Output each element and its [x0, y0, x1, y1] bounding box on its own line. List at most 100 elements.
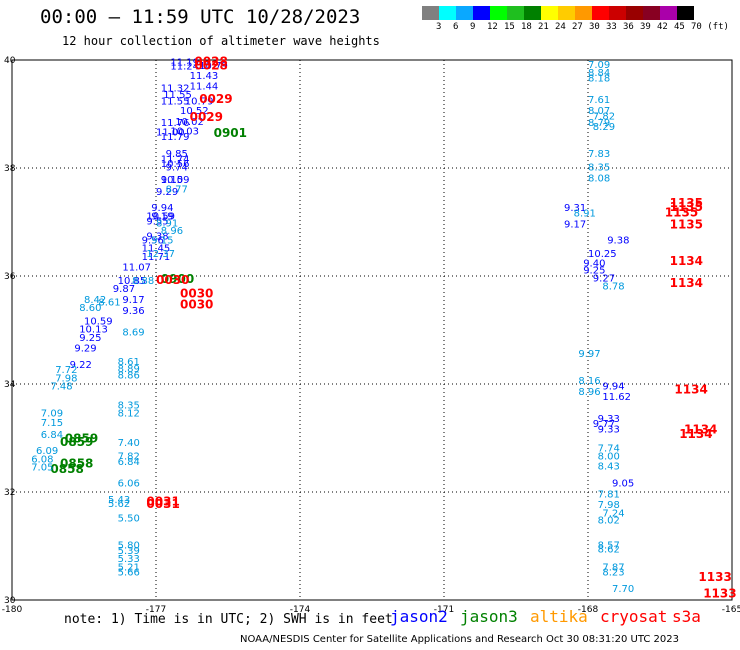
data-label-small: 8.88 [132, 276, 154, 287]
color-scale-label: 9 [470, 22, 476, 32]
data-label-cryosat: 1134 [684, 423, 717, 437]
data-label-cryosat: 1133 [698, 570, 731, 584]
data-label-small: 7.09 [41, 408, 63, 419]
data-label-small: 8.61 [118, 357, 140, 368]
data-label-small: 8.43 [598, 461, 620, 472]
data-label-small: 8.12 [118, 408, 140, 419]
data-label-small: 8.69 [122, 327, 144, 338]
data-label-cryosat: 0028 [194, 59, 227, 73]
color-scale-label: 15 [504, 22, 515, 32]
data-label-small: 7.98 [598, 500, 620, 511]
data-label-jason2: 9.38 [607, 236, 629, 247]
color-swatch [439, 6, 456, 20]
color-scale-label: 30 [589, 22, 600, 32]
x-tick-label: -165 [722, 605, 740, 615]
data-label-small: 8.35 [588, 163, 610, 174]
data-label-jason2: 10.02 [175, 117, 204, 128]
color-swatch [660, 6, 677, 20]
color-swatch [541, 6, 558, 20]
data-label-cryosat: 1134 [670, 276, 703, 290]
color-scale-label: 39 [640, 22, 651, 32]
data-label-small: 8.35 [118, 400, 140, 411]
x-tick-label: -180 [2, 605, 23, 615]
data-label-jason2: 10.25 [588, 249, 617, 260]
data-label-small: 5.66 [118, 568, 140, 579]
page-title: 00:00 – 11:59 UTC 10/28/2023 [40, 6, 361, 28]
data-label-cryosat: 1135 [665, 206, 698, 220]
data-label-small: 8.18 [588, 74, 610, 85]
color-swatch [592, 6, 609, 20]
data-label-small: 8.91 [574, 209, 596, 220]
data-label-jason2: 11.44 [190, 82, 219, 93]
data-label-small: 8.08 [588, 174, 610, 185]
data-label-cryosat: 0030 [156, 273, 189, 287]
data-label-small: 8.96 [161, 226, 183, 237]
color-swatch [626, 6, 643, 20]
data-label-jason2: 9.33 [598, 414, 620, 425]
legend-item-cryosat: cryosat [600, 607, 668, 626]
data-label-small: 5.21 [118, 562, 140, 573]
data-label-jason2: 10.13 [79, 325, 108, 336]
data-label-small: 7.15 [41, 418, 63, 429]
data-label-jason2: 9.94 [151, 203, 173, 214]
data-label-cryosat: 0030 [180, 297, 213, 311]
data-label-cryosat: 1134 [674, 383, 707, 397]
data-label-small: 8.77 [166, 184, 188, 195]
data-label-small: 7.74 [598, 444, 620, 455]
data-label-small: 8.84 [588, 68, 610, 79]
data-label-jason2: 9.27 [593, 273, 615, 284]
data-label-jason2: 9.19 [151, 211, 173, 222]
data-label-jason2: 11.79 [161, 132, 190, 143]
data-label-jason2: 10.52 [180, 106, 209, 117]
data-label-jason2: 9.38 [146, 231, 168, 242]
data-label-cryosat: 1135 [670, 217, 703, 231]
y-tick-label: 32 [4, 488, 15, 498]
color-swatch [677, 6, 694, 20]
data-label-cryosat: 1134 [670, 254, 703, 268]
data-label-jason3: 0858 [60, 457, 93, 471]
data-label-small: 5.33 [118, 554, 140, 565]
color-swatch [473, 6, 490, 20]
data-label-small: 5.62 [108, 499, 130, 510]
data-label-small: 8.91 [156, 218, 178, 229]
y-tick-label: 36 [4, 272, 16, 282]
data-label-small: 9.15 [151, 236, 173, 247]
data-label-small: 8.07 [588, 106, 610, 117]
data-label-jason2: 10.85 [118, 276, 147, 287]
color-swatch [422, 6, 439, 20]
color-swatch [524, 6, 541, 20]
data-label-small: 8.02 [598, 515, 620, 526]
color-swatch [490, 6, 507, 20]
data-label-small: 8.89 [118, 364, 140, 375]
data-label-small: 8.62 [598, 544, 620, 555]
data-label-small: 8.42 [84, 295, 106, 306]
data-label-small: 8.29 [593, 122, 615, 133]
data-label-jason2: 10.03 [170, 127, 199, 138]
data-label-jason2: 9.40 [583, 258, 605, 269]
data-label-jason3: 0900 [161, 272, 194, 286]
data-label-jason2: 9.29 [156, 187, 178, 198]
x-tick-label: -171 [434, 605, 454, 615]
data-label-jason3: 0859 [65, 431, 98, 445]
color-swatch [507, 6, 524, 20]
data-label-small: 7.70 [612, 584, 634, 595]
data-label-small: 7.61 [588, 95, 610, 106]
color-swatch [456, 6, 473, 20]
data-label-cryosat: 1134 [679, 427, 712, 441]
color-scale-label: 42 [657, 22, 668, 32]
data-label-small: 7.40 [118, 438, 140, 449]
data-label-jason2: 11.74 [161, 155, 190, 166]
data-label-jason2: 10.79 [185, 96, 214, 107]
color-scale-label: 45 [674, 22, 685, 32]
data-label-small: 6.06 [118, 479, 140, 490]
color-scale-label: 33 [606, 22, 617, 32]
data-label-jason2: 9.31 [564, 203, 586, 214]
color-scale-label: 27 [572, 22, 583, 32]
data-label-jason2: 11.19 [170, 57, 199, 68]
page-subtitle: 12 hour collection of altimeter wave hei… [62, 34, 380, 48]
y-tick-label: 34 [4, 380, 16, 390]
data-label-small: 7.83 [588, 149, 610, 160]
data-label-jason2: 11.43 [190, 71, 219, 82]
data-label-jason2: 11.76 [161, 118, 190, 129]
